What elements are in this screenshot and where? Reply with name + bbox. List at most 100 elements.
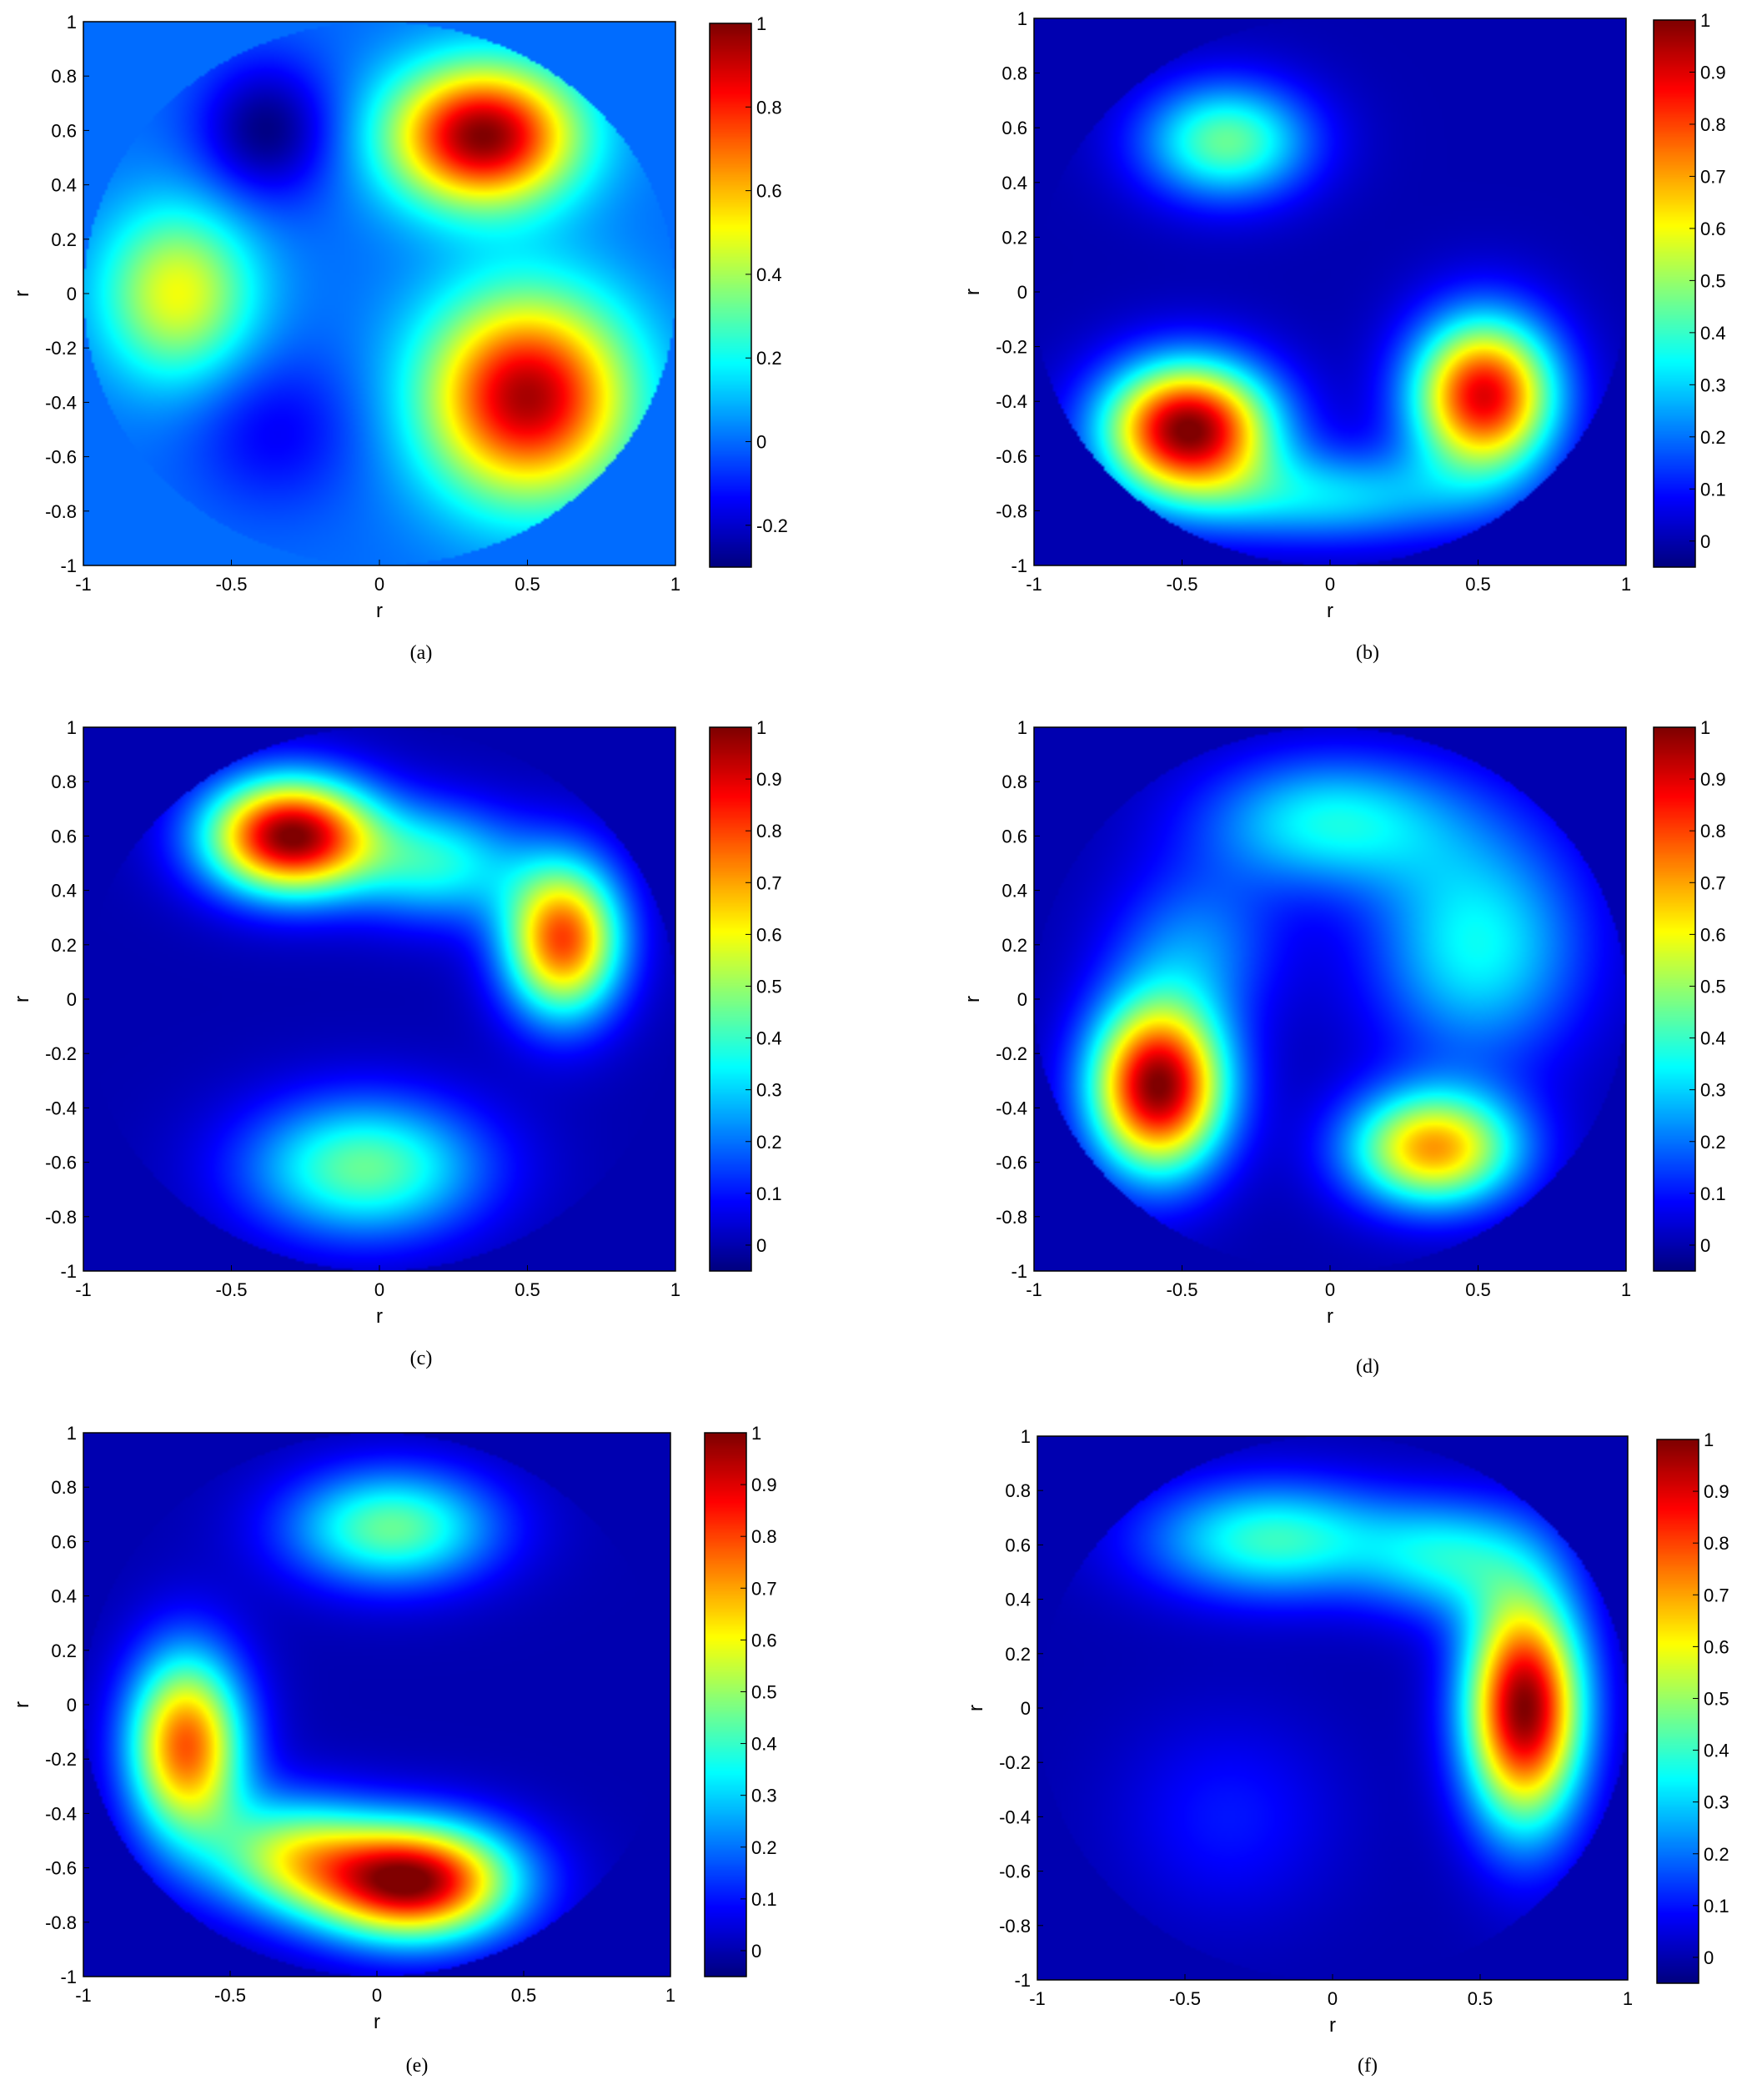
x-tick-label: -0.5 bbox=[216, 1279, 248, 1300]
colorbar-tick-label: 0.7 bbox=[756, 872, 782, 893]
colorbar-tick-label: 1 bbox=[751, 1423, 761, 1444]
y-tick-label: -0.4 bbox=[999, 1806, 1031, 1827]
colorbar-tick-label: 0.1 bbox=[751, 1889, 777, 1910]
y-axis-label: r bbox=[11, 1701, 33, 1708]
y-tick-label: 1 bbox=[1021, 1426, 1031, 1447]
y-tick-label: 0.8 bbox=[1002, 63, 1027, 84]
colorbar-tick-label: 0.9 bbox=[756, 769, 782, 790]
y-tick-label: -0.4 bbox=[45, 392, 77, 413]
colorbar-tick-label: 0.4 bbox=[751, 1734, 777, 1755]
colorbar-tick-label: 0.1 bbox=[1700, 1183, 1726, 1204]
x-tick-label: 1 bbox=[1621, 1279, 1631, 1300]
colorbar-tick-label: 0.6 bbox=[756, 924, 782, 945]
y-tick-label: 0.2 bbox=[51, 229, 77, 250]
y-tick-label: 0.6 bbox=[1002, 118, 1027, 138]
colorbar-tick-label: 0.2 bbox=[1700, 1132, 1726, 1153]
y-tick-label: -1 bbox=[60, 1261, 77, 1282]
x-tick-label: 0 bbox=[1328, 1988, 1338, 2009]
y-tick-label: 1 bbox=[67, 1423, 77, 1444]
colorbar-tick-label: 0.8 bbox=[751, 1526, 777, 1547]
colorbar-tick-label: 0.8 bbox=[1700, 114, 1726, 135]
y-tick-label: -0.4 bbox=[996, 391, 1027, 412]
y-tick-label: -0.6 bbox=[996, 446, 1027, 467]
y-tick-label: -0.6 bbox=[999, 1861, 1031, 1882]
x-tick-label: -1 bbox=[75, 574, 92, 595]
y-tick-label: 0 bbox=[67, 1695, 77, 1716]
y-tick-label: 0.6 bbox=[51, 1531, 77, 1552]
colorbar-tick-label: 0.8 bbox=[756, 821, 782, 842]
y-axis-label: r bbox=[11, 290, 33, 297]
x-tick-label: -1 bbox=[1029, 1988, 1046, 2009]
y-axis-label: r bbox=[11, 996, 33, 1002]
y-tick-label: 0.4 bbox=[51, 175, 77, 196]
colorbar-gradient bbox=[705, 1433, 746, 1977]
x-tick-label: -0.5 bbox=[1167, 574, 1198, 595]
y-tick-label: -0.8 bbox=[45, 501, 77, 522]
panel-1: -1 -0.5 0 0.5 1 1 0.8 0.6 0.4 0.2 0 -0.2 -0.4 -0.6 -0.… bbox=[11, 12, 788, 664]
colorbar-tick-label: 0.8 bbox=[1704, 1533, 1729, 1554]
colorbar-tick-label: 0.5 bbox=[1700, 976, 1726, 997]
colorbar-tick-label: 0.4 bbox=[1700, 1028, 1726, 1049]
colorbar-tick-label: 0.2 bbox=[1700, 427, 1726, 448]
x-tick-label: 0.5 bbox=[1465, 574, 1491, 595]
colorbar-frame bbox=[709, 726, 752, 1272]
y-tick-label: 1 bbox=[1017, 717, 1027, 738]
colorbar-gradient bbox=[710, 23, 751, 567]
colorbar-gradient bbox=[1657, 1439, 1699, 1983]
x-tick-label: 0.5 bbox=[511, 1985, 537, 2006]
panel-caption: (c) bbox=[410, 1348, 433, 1369]
x-tick-label: 0.5 bbox=[515, 574, 540, 595]
colorbar-tick-label: 0.3 bbox=[751, 1786, 777, 1806]
y-tick-label: -0.8 bbox=[45, 1207, 77, 1228]
colorbar-tick-label: 1 bbox=[756, 13, 766, 34]
x-tick-label: -0.5 bbox=[1167, 1279, 1198, 1300]
x-tick-label: -1 bbox=[1026, 574, 1042, 595]
y-tick-label: 0.4 bbox=[1002, 173, 1027, 193]
x-tick-label: 0.5 bbox=[1468, 1988, 1493, 2009]
x-axis-label: r bbox=[1327, 1305, 1333, 1328]
colorbar-tick-label: 0.8 bbox=[756, 97, 782, 118]
x-axis-label: r bbox=[376, 600, 383, 622]
panel-caption: (a) bbox=[410, 642, 433, 664]
panel-5: -1 -0.5 0 0.5 1 1 0.8 0.6 0.4 0.2 0 -0.2 -0.4 -0.6 -0.… bbox=[11, 1423, 777, 2077]
heatmap-image bbox=[1037, 1436, 1628, 1980]
panel-caption: (f) bbox=[1358, 2055, 1378, 2077]
y-tick-label: 0.8 bbox=[51, 66, 77, 87]
x-tick-label: -1 bbox=[75, 1985, 92, 2006]
colorbar-tick-label: 0.9 bbox=[751, 1475, 777, 1495]
y-tick-label: -0.4 bbox=[996, 1098, 1027, 1118]
y-tick-label: 0.6 bbox=[51, 826, 77, 847]
colorbar-tick-label: 0.7 bbox=[1704, 1585, 1729, 1605]
y-tick-label: -0.2 bbox=[996, 337, 1027, 358]
y-tick-label: 0.8 bbox=[51, 771, 77, 792]
colorbar-tick-label: 0.5 bbox=[756, 976, 782, 997]
colorbar-tick-label: 0.3 bbox=[1704, 1792, 1729, 1813]
colorbar-tick-label: 0.1 bbox=[1700, 479, 1726, 500]
colorbar-tick-label: 0.6 bbox=[751, 1630, 777, 1650]
y-tick-label: -0.2 bbox=[45, 1749, 77, 1770]
y-tick-label: -0.6 bbox=[45, 1153, 77, 1173]
x-tick-label: 1 bbox=[1623, 1988, 1633, 2009]
y-tick-label: 0 bbox=[67, 284, 77, 304]
y-tick-label: 0 bbox=[1017, 282, 1027, 303]
heatmap-image bbox=[83, 22, 675, 565]
panel-2: -1 -0.5 0 0.5 1 1 0.8 0.6 0.4 0.2 0 -0.2 -0.4 -0.6 -0.… bbox=[961, 8, 1726, 664]
colorbar-tick-label: 0 bbox=[756, 1235, 766, 1256]
colorbar-tick-label: 1 bbox=[1700, 717, 1710, 738]
x-tick-label: 0 bbox=[1325, 1279, 1335, 1300]
panel-caption: (b) bbox=[1356, 642, 1379, 664]
colorbar-tick-label: 0.7 bbox=[751, 1578, 777, 1599]
x-tick-label: 0 bbox=[372, 1985, 382, 2006]
colorbar-tick-label: 0.3 bbox=[1700, 374, 1726, 395]
y-axis-label: r bbox=[961, 289, 984, 295]
x-tick-label: -0.5 bbox=[214, 1985, 246, 2006]
x-tick-label: 1 bbox=[665, 1985, 675, 2006]
y-tick-label: -0.6 bbox=[45, 447, 77, 468]
colorbar-tick-label: 1 bbox=[1704, 1429, 1714, 1450]
colorbar-frame bbox=[1653, 19, 1696, 568]
y-tick-label: 0.8 bbox=[51, 1477, 77, 1498]
y-tick-label: -0.6 bbox=[996, 1153, 1027, 1173]
x-axis-label: r bbox=[376, 1305, 383, 1328]
y-axis-label: r bbox=[961, 996, 984, 1002]
y-tick-label: -0.4 bbox=[45, 1098, 77, 1118]
